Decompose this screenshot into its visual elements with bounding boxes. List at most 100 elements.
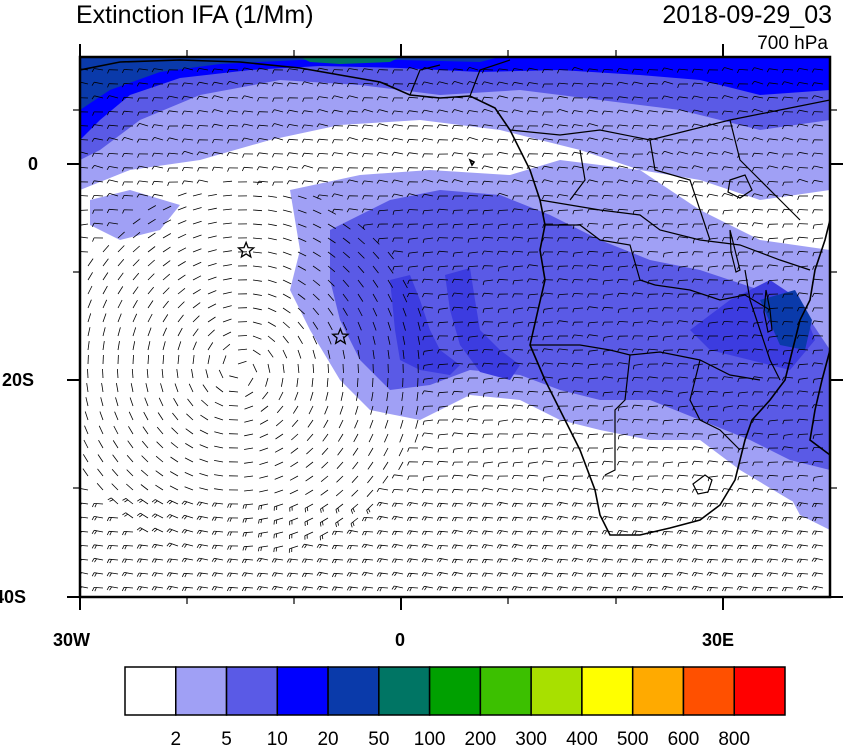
- wind-barb-flag: [527, 349, 530, 354]
- wind-barb-flag: [736, 236, 740, 241]
- wind-barb-flag: [436, 517, 440, 521]
- wind-barb: [648, 586, 659, 589]
- wind-barb: [259, 447, 269, 452]
- wind-barb: [162, 219, 172, 225]
- wind-barb-flag: [751, 515, 755, 520]
- wind-barb-flag: [496, 544, 500, 549]
- wind-barb: [604, 488, 614, 491]
- wind-barb: [379, 96, 389, 99]
- wind-barb-flag: [811, 124, 815, 129]
- wind-barb-flag: [811, 487, 815, 492]
- wind-barb: [132, 272, 140, 281]
- wind-barb: [169, 499, 179, 505]
- wind-barb: [694, 123, 704, 127]
- wind-barb-flag: [122, 531, 125, 536]
- wind-barb-flag: [481, 502, 485, 507]
- wind-barb-flag: [721, 180, 725, 185]
- wind-barb: [468, 586, 479, 589]
- wind-barb-flag: [331, 109, 335, 114]
- wind-barb: [101, 383, 104, 393]
- wind-barb-flag: [439, 531, 442, 536]
- wind-barb-flag: [168, 543, 173, 548]
- wind-barb-flag: [122, 209, 125, 214]
- wind-barb: [574, 251, 584, 254]
- wind-barb-flag: [662, 125, 665, 130]
- wind-barb: [573, 209, 584, 211]
- wind-barb-flag: [677, 307, 680, 312]
- wind-barb: [349, 179, 359, 183]
- wind-barb: [291, 419, 299, 428]
- wind-barb-flag: [604, 530, 607, 535]
- wind-barb-flag: [587, 293, 590, 298]
- wind-barb-flag: [602, 337, 605, 342]
- wind-barb-flag: [724, 572, 727, 577]
- wind-barb: [423, 209, 434, 211]
- wind-barb: [619, 516, 629, 519]
- wind-barb: [140, 527, 149, 533]
- wind-barb-flag: [364, 531, 367, 536]
- wind-barb: [142, 426, 149, 435]
- wind-barb-flag: [275, 547, 278, 552]
- wind-barb: [784, 137, 794, 141]
- wind-barb-flag: [766, 68, 770, 73]
- wind-barb: [664, 166, 674, 169]
- wind-barb-flag: [572, 476, 575, 481]
- wind-barb: [214, 401, 224, 407]
- wind-barb-flag: [151, 513, 156, 517]
- wind-barb: [724, 544, 734, 547]
- wind-barb: [102, 285, 108, 295]
- wind-barb: [424, 265, 434, 268]
- wind-barb: [498, 278, 509, 281]
- lake-tanganyika: [729, 229, 741, 273]
- wind-barb: [619, 68, 629, 71]
- wind-barb: [267, 209, 277, 212]
- wind-barb-flag: [196, 95, 200, 100]
- wind-barb: [113, 425, 119, 435]
- wind-barb: [603, 237, 614, 239]
- wind-barb-flag: [376, 558, 380, 563]
- wind-barb: [327, 237, 336, 244]
- wind-barb: [363, 153, 374, 155]
- wind-barb-flag: [782, 69, 785, 74]
- wind-barb: [813, 237, 824, 239]
- wind-barb-flag: [394, 531, 397, 536]
- wind-barb: [290, 447, 299, 454]
- wind-barb: [201, 399, 209, 407]
- wind-barb: [528, 321, 539, 324]
- wind-barb-flag: [707, 69, 710, 74]
- wind-barb-flag: [151, 137, 155, 141]
- wind-barb: [183, 572, 194, 575]
- wind-barb-flag: [122, 181, 125, 186]
- wind-barb-flag: [811, 557, 815, 562]
- wind-barb: [87, 299, 92, 309]
- wind-barb: [244, 572, 254, 575]
- wind-barb-flag: [497, 421, 500, 426]
- wind-barb: [619, 96, 629, 99]
- wind-barb: [158, 397, 164, 407]
- wind-barb-flag: [572, 279, 575, 284]
- wind-barb-flag: [797, 573, 800, 578]
- wind-barb: [589, 502, 599, 505]
- wind-barb: [514, 404, 524, 407]
- wind-barb-flag: [797, 266, 800, 271]
- wind-barb: [709, 237, 719, 240]
- wind-barb: [574, 193, 584, 197]
- wind-barb: [589, 488, 599, 491]
- wind-barb: [93, 152, 104, 155]
- wind-barb: [454, 81, 464, 85]
- wind-barb-flag: [721, 193, 725, 197]
- wind-barb: [252, 293, 262, 296]
- wind-barb-flag: [379, 545, 382, 549]
- wind-barb-flag: [526, 573, 530, 577]
- wind-barb: [648, 237, 659, 239]
- wind-barb-flag: [512, 293, 515, 298]
- wind-barb-flag: [526, 110, 530, 115]
- wind-barb-flag: [436, 531, 440, 535]
- wind-barb: [708, 293, 719, 296]
- wind-barb: [483, 558, 494, 561]
- wind-barb-flag: [301, 573, 305, 577]
- wind-barb: [559, 501, 569, 505]
- wind-barb-flag: [571, 530, 575, 535]
- wind-barb: [634, 488, 644, 491]
- wind-barb-flag: [511, 586, 515, 591]
